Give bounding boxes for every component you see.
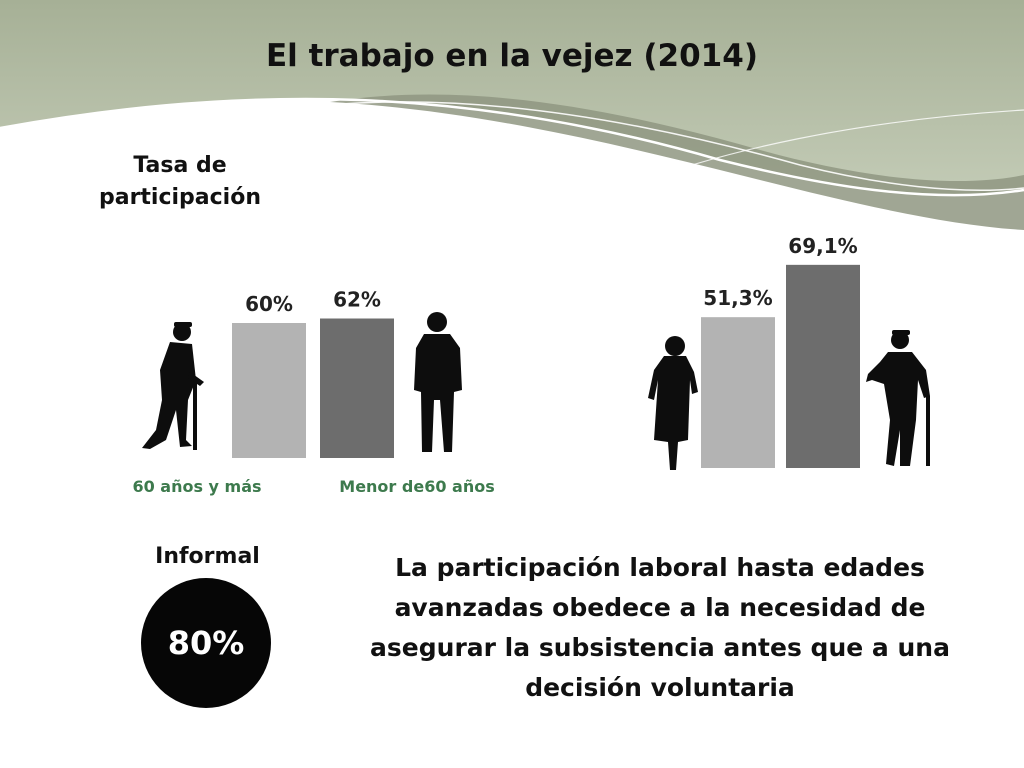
subtitle-line-2: participación bbox=[98, 185, 262, 210]
informal-label: Informal bbox=[155, 544, 260, 569]
category-label-1-1: 60 años y más bbox=[132, 477, 261, 496]
elderly-man-cane-icon bbox=[142, 322, 204, 450]
bar-2-2 bbox=[786, 264, 860, 468]
participation-bar-charts: 60% 60 años y más 62% Menor de60 años 51,3% 6… bbox=[132, 234, 930, 496]
elderly-woman-icon bbox=[648, 336, 698, 470]
data-label-1-1: 60% bbox=[245, 292, 293, 316]
bar-2-1 bbox=[701, 317, 775, 468]
conclusion-text: La participación laboral hasta edades av… bbox=[370, 553, 950, 702]
bar-1-2 bbox=[320, 318, 394, 458]
bar-1-1 bbox=[232, 323, 306, 458]
standing-man-icon bbox=[414, 312, 462, 452]
subtitle-line-1: Tasa de bbox=[133, 153, 227, 178]
page-title: El trabajo en la vejez (2014) bbox=[265, 38, 758, 74]
informal-value: 80% bbox=[167, 624, 245, 662]
chart-subtitle: Tasa de participación bbox=[60, 150, 300, 214]
informal-circle: 80% bbox=[141, 578, 271, 708]
category-label-1-2: Menor de60 años bbox=[339, 477, 494, 496]
elderly-man-cane-icon bbox=[866, 330, 930, 466]
data-label-1-2: 62% bbox=[333, 288, 381, 312]
data-label-2-1: 51,3% bbox=[703, 286, 772, 310]
data-label-2-2: 69,1% bbox=[788, 234, 857, 258]
